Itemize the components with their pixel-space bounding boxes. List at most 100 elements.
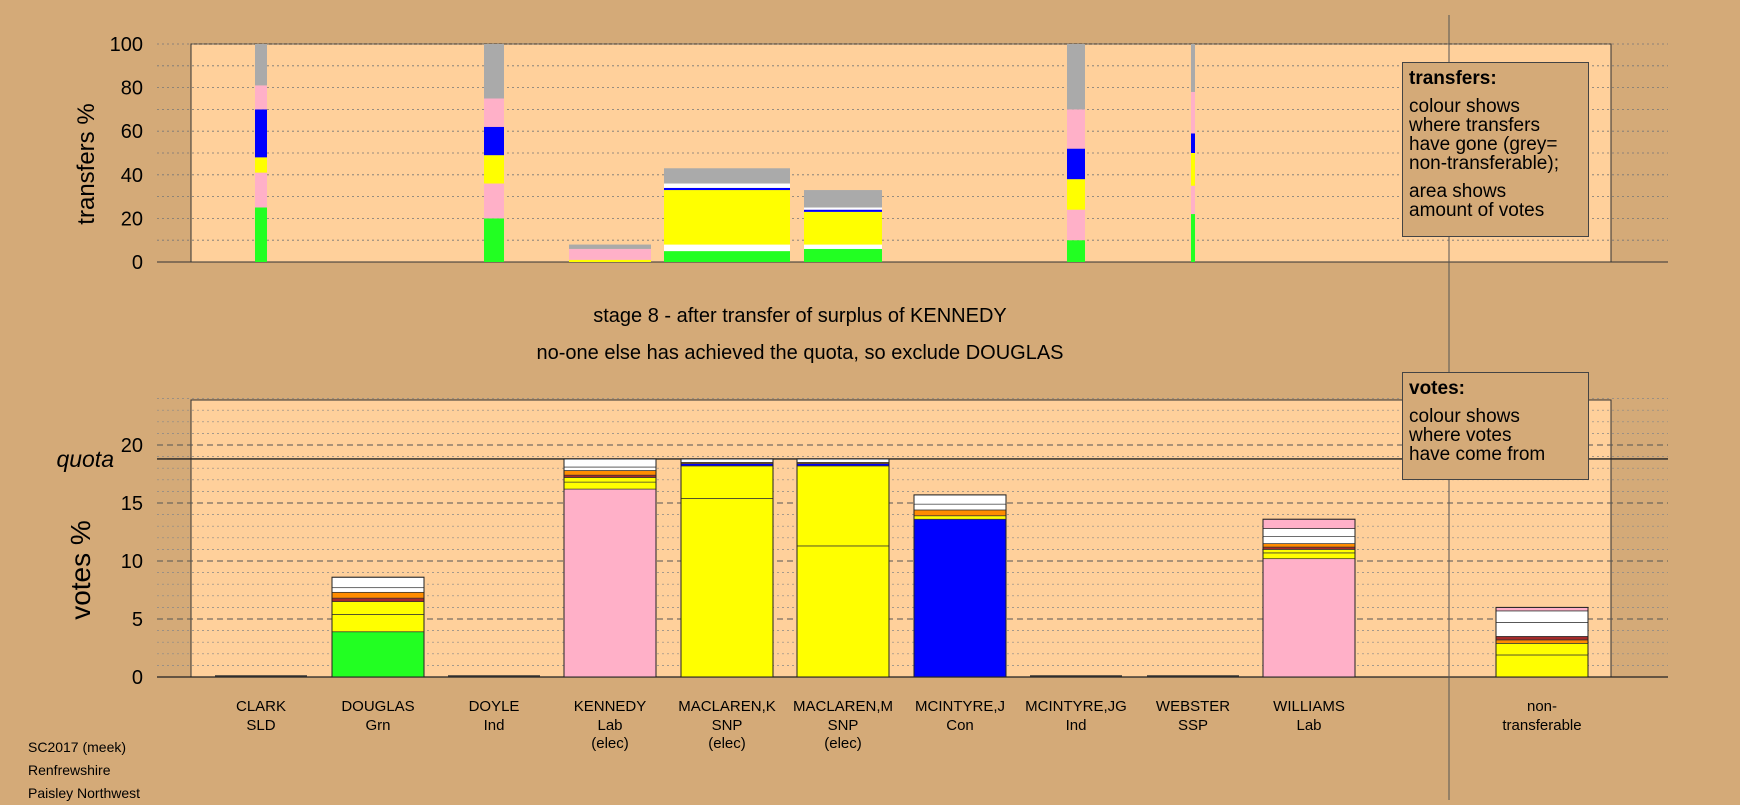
transfers-bar-segment	[1191, 185, 1195, 215]
transfers-bar-segment	[664, 244, 790, 252]
votes-bar-segment	[913, 509, 1007, 517]
candidate-party-label: Lab	[597, 717, 622, 734]
votes-bar-segment	[796, 545, 890, 678]
votes-bar-outline	[680, 458, 774, 678]
votes-bar-segment	[680, 465, 774, 499]
transfers-bar-segment	[804, 211, 882, 245]
transfers-bar-segment	[1191, 44, 1195, 92]
votes-column	[563, 458, 657, 678]
candidate-name-label: CLARK	[236, 698, 286, 715]
candidate-party-label: Lab	[1296, 717, 1321, 734]
candidate-status-label: (elec)	[708, 735, 746, 752]
votes-bar-outline	[913, 494, 1007, 678]
votes-bar-segment	[563, 477, 657, 483]
transfers-column	[1067, 44, 1085, 262]
transfers-bar-segment	[484, 126, 504, 156]
votes-y-axis-label: votes %	[65, 520, 96, 620]
transfers-bar-segment	[255, 157, 267, 173]
transfers-bar-segment	[484, 155, 504, 184]
transfers-bar-segment	[255, 85, 267, 110]
candidate-name-label: non-	[1527, 698, 1557, 715]
votes-column	[680, 458, 774, 678]
votes-bar-segment	[331, 587, 425, 593]
votes-bar-segment	[1495, 610, 1589, 623]
candidate-name-label: KENNEDY	[574, 698, 647, 715]
votes-bar-segment	[913, 515, 1007, 520]
candidate-name-label: WILLIAMS	[1273, 698, 1345, 715]
transfers-bar-segment	[804, 190, 882, 208]
transfers-bar-segment	[1191, 91, 1195, 134]
transfers-legend-line: have gone (grey=	[1409, 134, 1558, 155]
votes-legend-line: have come from	[1409, 444, 1546, 465]
votes-bar-segment	[331, 591, 425, 599]
transfers-bar-segment	[569, 244, 651, 249]
candidate-name-label: MACLAREN,M	[793, 698, 893, 715]
candidate-party-label: Ind	[484, 717, 505, 734]
transfers-bar-segment	[664, 190, 790, 245]
transfers-column	[255, 44, 267, 262]
votes-bar-segment	[1262, 543, 1356, 548]
votes-y-tick-label: 0	[132, 667, 143, 689]
transfers-bar-segment	[255, 109, 267, 158]
transfers-column	[804, 190, 882, 262]
votes-bar-segment	[563, 488, 657, 678]
footer-info: SC2017 (meek) Renfrewshire Paisley North…	[28, 736, 140, 805]
transfers-bar-segment	[484, 183, 504, 219]
votes-chart: 0 5 10 15 20 votes % quota CLARK SLD DOUGLAS Grn DO…	[56, 398, 1668, 752]
votes-bar-segment	[1495, 636, 1589, 641]
transfers-bar-segment	[1067, 44, 1085, 110]
transfers-column	[1191, 44, 1195, 262]
votes-bar-segment	[1262, 549, 1356, 554]
candidate-party-label: SSP	[1178, 717, 1208, 734]
transfers-bar-segment	[664, 168, 790, 184]
transfers-bar-segment	[804, 209, 882, 212]
transfers-bar-segment	[1067, 109, 1085, 149]
transfers-bar-segment	[255, 44, 267, 86]
transfers-bar-segment	[804, 248, 882, 262]
votes-bar-segment	[913, 494, 1007, 505]
votes-bar-segment	[563, 466, 657, 471]
footer-council: Renfrewshire	[28, 762, 111, 778]
candidate-party-label: transferable	[1502, 717, 1581, 734]
transfers-bar-segment	[1067, 240, 1085, 262]
votes-bar-segment	[331, 601, 425, 615]
transfers-bar-segment	[484, 98, 504, 127]
votes-bar-segment	[680, 458, 774, 463]
transfers-bar-segment	[664, 183, 790, 188]
votes-bar-segment	[680, 498, 774, 678]
votes-column	[1262, 518, 1356, 678]
transfers-bar-segment	[1067, 209, 1085, 241]
transfers-y-tick-label: 80	[121, 78, 143, 100]
votes-bar-segment	[913, 503, 1007, 511]
votes-column	[331, 576, 425, 678]
votes-bar-segment	[1262, 518, 1356, 529]
votes-bar-segment	[563, 481, 657, 490]
transfers-bar-segment	[664, 187, 790, 191]
quota-label: quota	[56, 446, 114, 472]
votes-bar-outline	[796, 458, 890, 678]
votes-bar-segment	[1495, 607, 1589, 612]
transfers-bar-segment	[484, 44, 504, 99]
candidate-name-label: MCINTYRE,J	[915, 698, 1005, 715]
transfers-legend: transfers: colour shows where transfers …	[1402, 62, 1589, 237]
votes-bar-segment	[331, 614, 425, 633]
votes-bar-segment	[563, 470, 657, 476]
candidate-name-label: MCINTYRE,JG	[1025, 698, 1127, 715]
votes-bar-segment	[1495, 643, 1589, 656]
votes-bar-segment	[796, 458, 890, 463]
votes-bar-segment	[1262, 536, 1356, 544]
votes-bar-outline	[331, 576, 425, 678]
votes-y-tick-label: 15	[121, 493, 143, 515]
votes-bar-segment	[331, 576, 425, 589]
candidate-party-label: Ind	[1066, 717, 1087, 734]
votes-legend-title: votes:	[1409, 378, 1465, 399]
transfers-y-tick-label: 60	[121, 121, 143, 143]
candidate-party-label: SLD	[246, 717, 275, 734]
transfers-legend-line: area shows	[1409, 181, 1507, 202]
votes-bar-outline	[563, 458, 657, 678]
votes-bar-outline	[1262, 518, 1356, 678]
transfers-legend-line: colour shows	[1409, 96, 1520, 117]
votes-bar-segment	[1262, 552, 1356, 560]
transfers-y-tick-label: 100	[110, 34, 143, 56]
